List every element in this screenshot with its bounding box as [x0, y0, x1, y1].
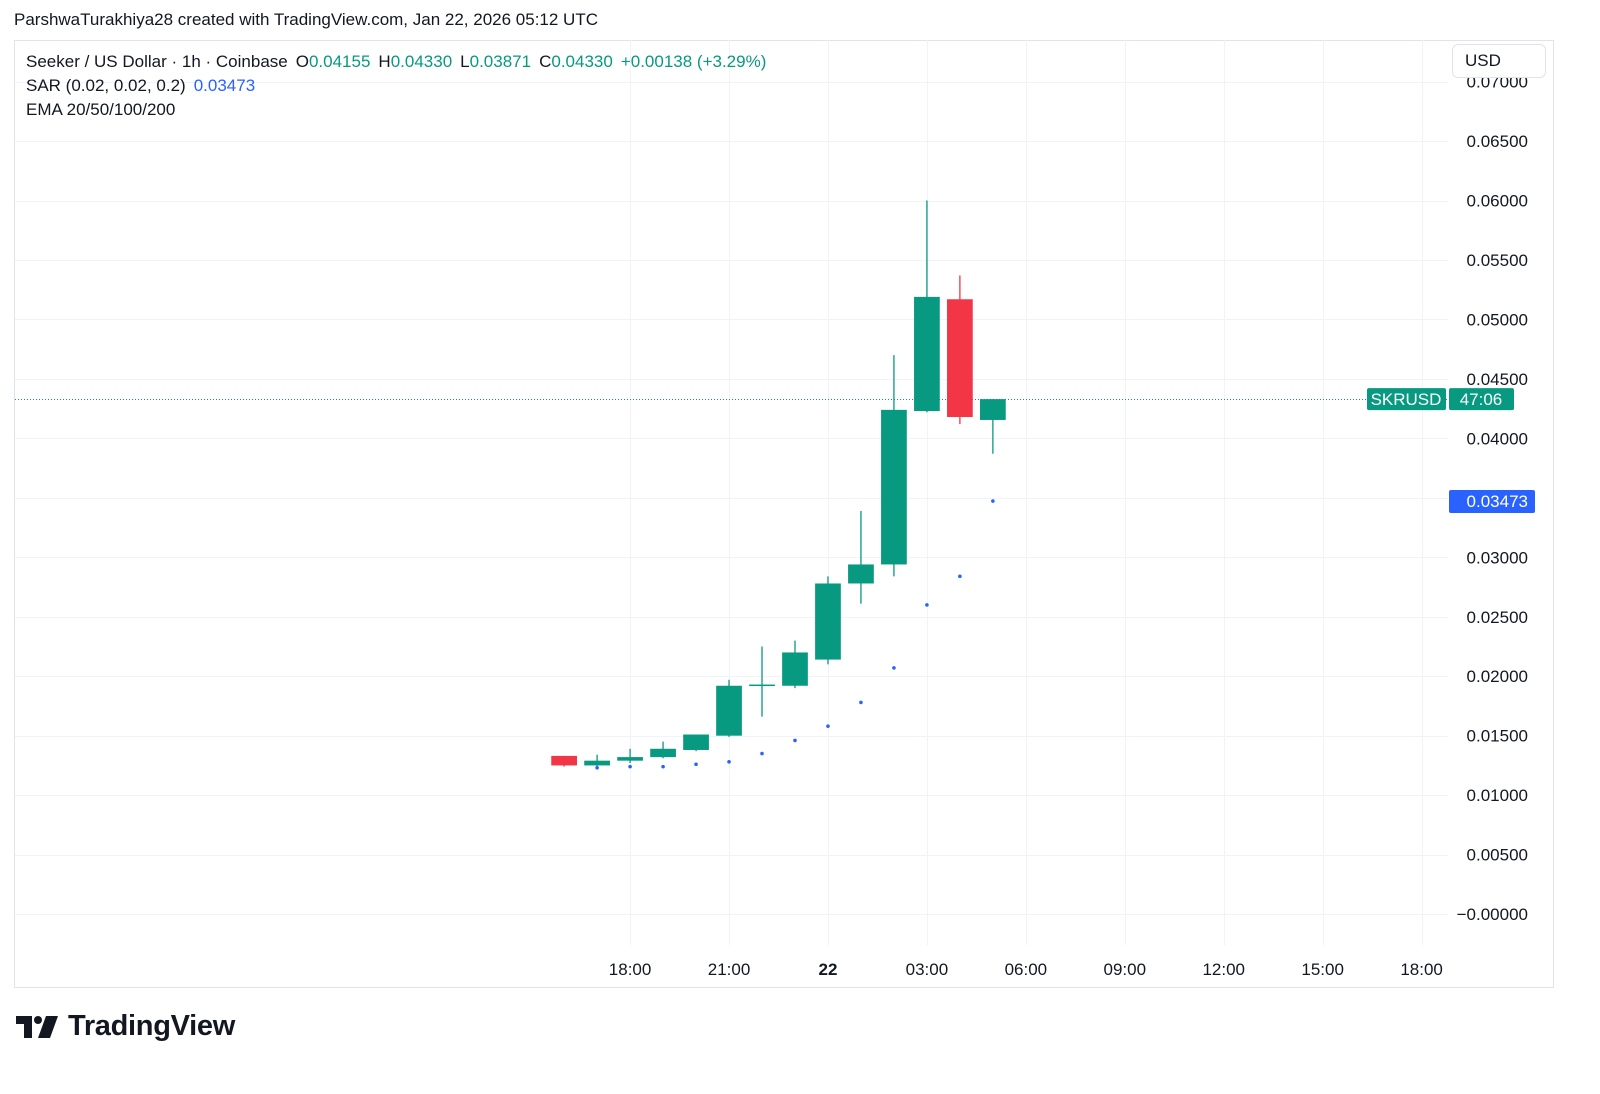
candle-body	[848, 564, 874, 584]
price-axis-label: 0.05000	[1467, 310, 1528, 329]
candle-up	[881, 355, 907, 577]
legend-high-label: H	[378, 52, 391, 71]
candle-up	[683, 734, 709, 752]
chart-legend: Seeker / US Dollar · 1h · Coinbase O0.041…	[26, 50, 766, 122]
price-axis-label: 0.06500	[1467, 132, 1528, 151]
sar-dot	[925, 603, 929, 607]
price-axis-label: 0.02000	[1467, 667, 1528, 686]
sar-dot	[595, 766, 599, 770]
legend-close-label: C	[539, 52, 552, 71]
candle-body	[650, 748, 676, 758]
legend-open-label: O	[295, 52, 309, 71]
price-axis-label: 0.01500	[1467, 727, 1528, 746]
symbol-badge-text: SKRUSD	[1371, 390, 1442, 409]
price-axis-label: 0.04500	[1467, 370, 1528, 389]
symbol-badge	[1367, 388, 1446, 411]
candle-up	[716, 679, 742, 737]
candle-body	[716, 685, 742, 736]
time-axis-label: 12:00	[1202, 960, 1245, 979]
candle-up	[815, 576, 841, 665]
candle-body	[947, 299, 973, 417]
price-axis-label: −0.00000	[1457, 905, 1528, 924]
price-axis-label: 0.05500	[1467, 251, 1528, 270]
candle-body	[980, 399, 1006, 420]
candle-up	[749, 646, 775, 717]
tradingview-logo-text: TradingView	[68, 1010, 235, 1042]
candle-body	[551, 755, 577, 766]
time-axis-label: 03:00	[906, 960, 949, 979]
time-axis-label: 18:00	[1400, 960, 1443, 979]
sar-dot	[628, 764, 632, 769]
candle-up	[584, 754, 610, 768]
chart-frame[interactable]	[14, 40, 1554, 988]
legend-open-value: 0.04155	[308, 52, 371, 71]
candle-up	[914, 200, 940, 413]
tradingview-logo-icon	[16, 1015, 58, 1038]
legend-close-value: 0.04330	[551, 52, 613, 71]
sar-dot	[727, 760, 731, 764]
legend-low-label: L	[460, 52, 470, 71]
sar-dot	[859, 700, 863, 705]
time-axis-label: 18:00	[609, 960, 652, 979]
time-axis-label: 15:00	[1301, 960, 1344, 979]
candle-body	[914, 296, 940, 412]
time-axis-label: 06:00	[1005, 960, 1048, 979]
sar-dot	[892, 666, 896, 670]
sar-dot	[826, 724, 830, 728]
sar-badge	[1449, 490, 1535, 514]
candle-up	[650, 741, 676, 759]
time-axis-label: 22	[819, 960, 838, 979]
candle-body	[683, 734, 709, 750]
legend-symbol[interactable]: Seeker / US Dollar · 1h · Coinbase	[26, 52, 288, 71]
legend-ema-row[interactable]: EMA 20/50/100/200	[26, 98, 766, 122]
time-axis-label: 21:00	[708, 960, 751, 979]
grid-lines	[15, 40, 1448, 945]
countdown-badge-text: 47:06	[1460, 390, 1503, 409]
candle-body	[749, 684, 775, 687]
axis-badges: SKRUSD 47:06 0.03473	[1367, 388, 1535, 514]
sar-badge-text: 0.03473	[1467, 492, 1528, 511]
candle-down	[551, 755, 577, 767]
candle-up	[848, 510, 874, 604]
candle-body	[584, 760, 610, 766]
legend-sar-row[interactable]: SAR (0.02, 0.02, 0.2) 0.03473	[26, 74, 766, 98]
price-axis-label: 0.03000	[1467, 548, 1528, 567]
candle-body	[617, 757, 643, 761]
candle-up	[617, 748, 643, 764]
time-axis-label: 09:00	[1104, 960, 1147, 979]
legend-change-value: +0.00138 (+3.29%)	[620, 52, 767, 71]
candlesticks	[551, 200, 1006, 768]
sar-dots	[595, 499, 995, 770]
sar-dot	[958, 574, 962, 579]
candle-up	[782, 640, 808, 689]
sar-dot	[694, 762, 698, 767]
sar-dot	[661, 764, 665, 769]
price-axis-label: 0.02500	[1467, 608, 1528, 627]
legend-ema-label[interactable]: EMA 20/50/100/200	[26, 100, 176, 119]
currency-button[interactable]: USD	[1452, 44, 1546, 78]
candle-body	[782, 652, 808, 686]
time-axis[interactable]: 18:00 21:00 22 03:00 06:00 09:00 12:00 15:00 18:…	[609, 960, 1443, 979]
price-axis-label: 0.04000	[1467, 429, 1528, 448]
price-axis-label: 0.01000	[1467, 786, 1528, 805]
legend-sar-label[interactable]: SAR (0.02, 0.02, 0.2)	[26, 76, 186, 95]
legend-ohlc-row[interactable]: Seeker / US Dollar · 1h · Coinbase O0.041…	[26, 50, 766, 74]
candle-up	[980, 399, 1006, 454]
price-axis-label: 0.06000	[1467, 192, 1528, 211]
legend-low-value: 0.03871	[469, 52, 532, 71]
attribution-text: ParshwaTurakhiya28 created with TradingV…	[14, 10, 598, 29]
sar-dot	[793, 738, 797, 743]
candle-body	[881, 409, 907, 565]
tradingview-logo[interactable]: TradingView	[16, 1010, 235, 1043]
legend-sar-value: 0.03473	[193, 76, 256, 95]
price-axis-label: 0.00500	[1467, 846, 1528, 865]
legend-high-value: 0.04330	[390, 52, 453, 71]
sar-dot	[760, 751, 764, 756]
candle-body	[815, 583, 841, 660]
countdown-badge	[1449, 388, 1514, 411]
candle-down	[947, 275, 973, 425]
sar-dot	[991, 499, 995, 503]
